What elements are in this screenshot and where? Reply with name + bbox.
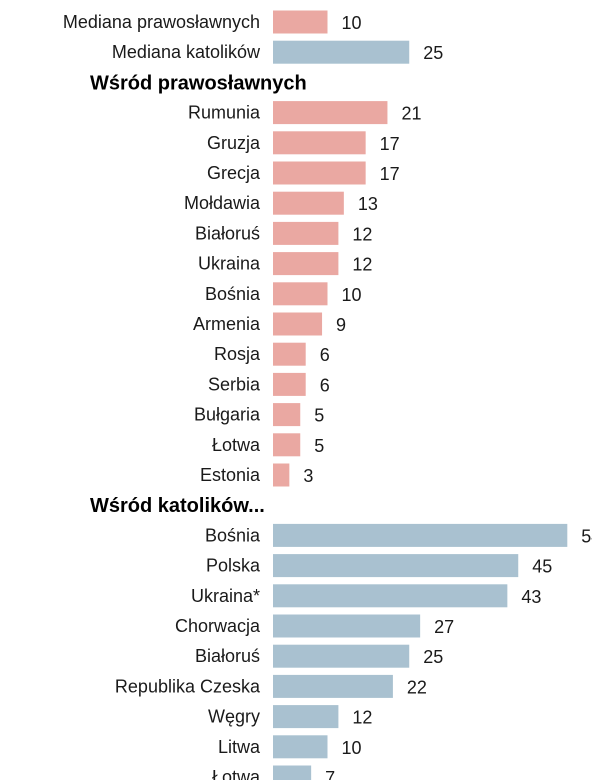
value-label: 43 (521, 587, 541, 607)
bar-catholic (273, 614, 421, 638)
category-label: Rumunia (188, 103, 261, 123)
category-label: Serbia (208, 374, 261, 394)
bar-orthodox (273, 131, 366, 155)
category-label: Białoruś (195, 223, 260, 243)
value-label: 12 (352, 708, 372, 728)
value-label: 7 (325, 768, 335, 780)
value-label: 12 (352, 255, 372, 275)
bar-orthodox (273, 433, 301, 457)
category-label: Mołdawia (184, 193, 261, 213)
bar-orthodox (273, 312, 323, 336)
category-label: Łotwa (212, 767, 261, 780)
category-label: Litwa (218, 737, 261, 757)
bar-orthodox (273, 282, 328, 306)
value-label: 22 (407, 677, 427, 697)
value-label: 45 (532, 557, 552, 577)
bar-orthodox (273, 161, 366, 185)
value-label: 6 (320, 375, 330, 395)
value-label: 5 (314, 436, 324, 456)
value-label: 27 (434, 617, 454, 637)
bar-orthodox (273, 252, 339, 276)
category-label: Bułgaria (194, 405, 261, 425)
category-label: Rosja (214, 344, 261, 364)
category-label: Polska (206, 556, 261, 576)
category-label: Ukraina* (191, 586, 260, 606)
bar-catholic (273, 584, 508, 608)
bar-catholic (273, 644, 410, 668)
bar-orthodox (273, 403, 301, 427)
group-heading: Wśród katolików... (90, 495, 265, 517)
value-label: 3 (303, 466, 313, 486)
bar-orthodox (273, 10, 328, 34)
category-label: Chorwacja (175, 616, 261, 636)
value-label: 10 (342, 738, 362, 758)
category-label: Bośnia (205, 525, 261, 545)
value-label: 21 (401, 104, 421, 124)
category-label: Ukraina (198, 254, 261, 274)
bar-orthodox (273, 221, 339, 245)
value-label: 10 (342, 13, 362, 33)
value-label: 9 (336, 315, 346, 335)
category-label: Estonia (200, 465, 261, 485)
bar-orthodox (273, 463, 290, 487)
category-label: Armenia (193, 314, 261, 334)
category-label: Gruzja (207, 133, 261, 153)
value-label: 17 (380, 164, 400, 184)
value-label: 6 (320, 345, 330, 365)
bar-orthodox (273, 101, 388, 125)
value-label: 12 (352, 224, 372, 244)
bar-orthodox (273, 342, 306, 366)
bar-orthodox (273, 372, 306, 396)
category-label: Bośnia (205, 284, 261, 304)
category-label: Mediana katolików (112, 42, 261, 62)
category-label: Mediana prawosławnych (63, 12, 260, 32)
category-label: Grecja (207, 163, 261, 183)
value-label: 13 (358, 194, 378, 214)
value-label: 54 (581, 526, 592, 546)
bar-catholic (273, 554, 519, 578)
bar-orthodox (273, 191, 344, 215)
value-label: 5 (314, 406, 324, 426)
category-label: Republika Czeska (115, 676, 261, 696)
bar-catholic (273, 705, 339, 729)
bar-catholic (273, 735, 328, 759)
category-label: Łotwa (212, 435, 261, 455)
value-label: 17 (380, 134, 400, 154)
group-heading: Wśród prawosławnych (90, 72, 307, 94)
bar-catholic (273, 40, 410, 64)
category-label: Białoruś (195, 646, 260, 666)
category-label: Węgry (208, 707, 260, 727)
bar-catholic (273, 523, 568, 547)
bar-catholic (273, 765, 312, 780)
value-label: 25 (423, 647, 443, 667)
value-label: 25 (423, 43, 443, 63)
value-label: 10 (342, 285, 362, 305)
bar-catholic (273, 674, 393, 698)
